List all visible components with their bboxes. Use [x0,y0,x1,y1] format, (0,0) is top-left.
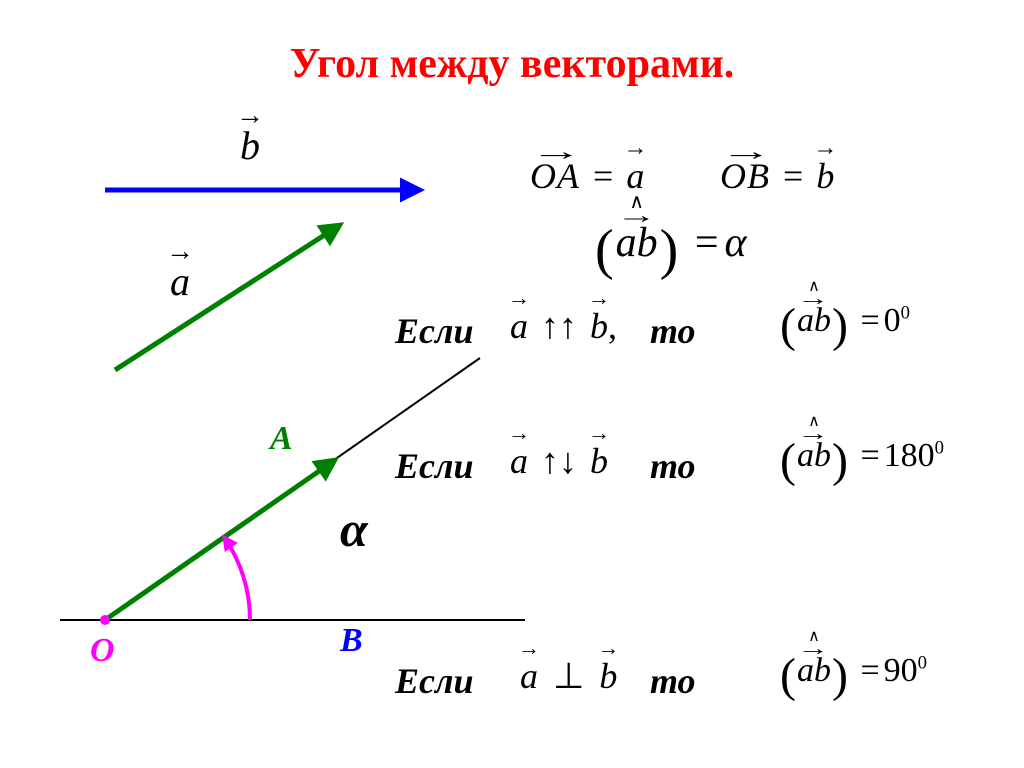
case-row-1-then: то [650,445,696,487]
angle-arc-alpha [224,537,250,620]
eq-oa-equals-a: → OA = →a [530,155,644,197]
case-row-2-then: то [650,660,696,702]
case-row-parallel-opposite: Если [395,445,474,487]
case-row-2-ab: →a ⊥ →b [520,655,617,697]
case-row-parallel-same: Если [395,310,474,352]
eq-ob-equals-b: → OB = →b [720,155,834,197]
label-b-point: B [340,622,363,660]
label-o: O [90,632,115,670]
vector-oa [105,460,335,620]
ray-oa-extension [105,358,480,620]
label-vector-a-top: →a [170,258,190,305]
page-title: Угол между векторами. [0,40,1024,88]
case-row-perpendicular: Если [395,660,474,702]
case-row-0-result: ( ∧ → ab ) =00 [780,298,910,353]
case-row-0-ab: →a ↑↑ →b, [510,305,617,347]
case-row-0-then: то [650,310,696,352]
label-alpha: α [340,500,368,558]
vector-a-top [115,225,340,370]
origin-point [100,615,110,625]
case-row-2-result: ( ∧ → ab ) =900 [780,648,927,703]
eq-ab-angle-alpha: ( ∧ → ab ) =α [595,218,747,282]
label-a-point: A [270,420,293,458]
case-row-1-result: ( ∧ → ab ) =1800 [780,433,944,488]
case-row-1-ab: →a ↑↓ →b [510,440,608,482]
label-vector-b-top: →b [240,122,260,169]
